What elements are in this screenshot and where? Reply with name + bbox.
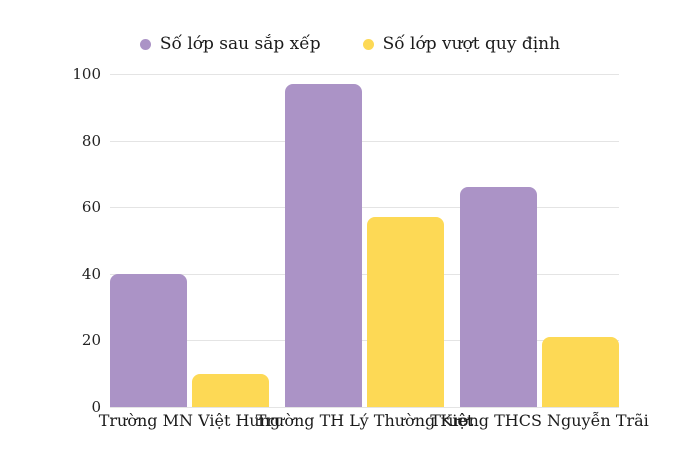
y-axis-tick-label: 60 — [81, 198, 101, 217]
bar-series-1-group-3 — [460, 187, 537, 407]
x-axis: Trường MN Việt Hưng Trường TH Lý Thường K… — [99, 411, 649, 437]
legend-marker-circle-icon — [139, 38, 151, 50]
bar-series-1-group-1 — [110, 273, 187, 407]
legend-item: Số lớp vượt quy định — [362, 34, 561, 54]
bar-series-2-group-2 — [367, 217, 444, 407]
legend-label: Số lớp sau sắp xếp — [159, 34, 321, 54]
y-axis-tick-label: 100 — [72, 65, 101, 83]
y-axis: 0 20 40 60 80 100 — [0, 65, 101, 416]
gridline — [110, 74, 619, 75]
bar-series-1-group-2 — [285, 84, 362, 407]
chart-legend: Số lớp sau sắp xếp Số lớp vượt quy định — [0, 34, 700, 54]
legend-item: Số lớp sau sắp xếp — [139, 34, 321, 54]
bar-series-2-group-3 — [542, 337, 619, 407]
bar-series-2-group-1 — [192, 373, 269, 407]
x-axis-category-label: Trường TH Lý Thường Kiệt — [255, 411, 474, 430]
gridline — [110, 407, 619, 408]
y-axis-tick-label: 0 — [91, 398, 101, 416]
y-axis-tick-label: 20 — [81, 331, 101, 350]
legend-label: Số lớp vượt quy định — [382, 34, 561, 54]
y-axis-tick-label: 80 — [81, 131, 101, 150]
gridline — [110, 340, 619, 342]
plot-area — [110, 74, 619, 408]
y-axis-tick-label: 40 — [81, 264, 101, 283]
gridline — [110, 273, 619, 275]
gridline — [110, 140, 619, 142]
gridline — [110, 207, 619, 209]
x-axis-category-label: Trường THCS Nguyễn Trãi — [430, 411, 649, 430]
legend-marker-circle-icon — [362, 38, 374, 50]
x-axis-category-label: Trường MN Việt Hưng — [98, 411, 281, 430]
